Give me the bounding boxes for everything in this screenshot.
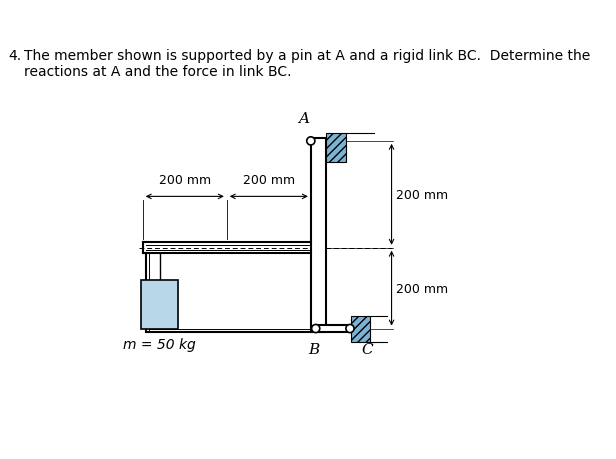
Text: m = 50 kg: m = 50 kg	[123, 337, 196, 351]
Text: 200 mm: 200 mm	[395, 189, 448, 202]
FancyBboxPatch shape	[311, 138, 326, 332]
Text: 200 mm: 200 mm	[395, 282, 448, 295]
Circle shape	[307, 138, 315, 146]
Text: 200 mm: 200 mm	[159, 174, 211, 186]
Circle shape	[312, 325, 320, 333]
Text: C: C	[361, 342, 373, 356]
FancyBboxPatch shape	[326, 134, 346, 163]
Text: 200 mm: 200 mm	[243, 174, 295, 186]
FancyBboxPatch shape	[141, 281, 178, 329]
FancyBboxPatch shape	[318, 325, 351, 332]
FancyBboxPatch shape	[351, 317, 370, 342]
Text: 4.: 4.	[8, 49, 22, 63]
Text: The member shown is supported by a pin at A and a rigid link BC.  Determine the
: The member shown is supported by a pin a…	[25, 49, 591, 79]
Circle shape	[346, 325, 354, 333]
Text: B: B	[309, 342, 320, 356]
Text: A: A	[298, 112, 309, 125]
